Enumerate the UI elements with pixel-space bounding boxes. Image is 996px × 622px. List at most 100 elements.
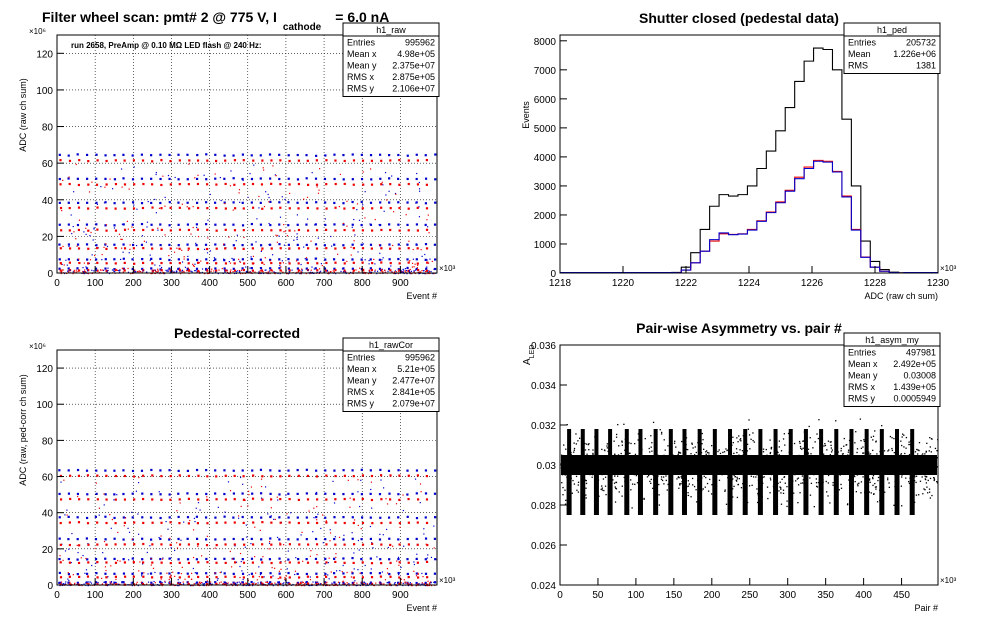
x-tick-label: 200 (703, 590, 720, 601)
baseline-point (116, 583, 118, 585)
asymmetry-point (597, 493, 599, 495)
asymmetry-point (650, 473, 653, 475)
data-point-on (250, 177, 254, 181)
data-point-on (232, 267, 235, 270)
data-point-off (242, 561, 246, 564)
data-point-on (323, 244, 327, 247)
data-point-off (261, 247, 264, 250)
asymmetry-point (933, 477, 935, 479)
asymmetry-point (887, 450, 889, 452)
asymmetry-point (746, 443, 749, 445)
asymmetry-point (819, 459, 821, 461)
data-point-on (379, 201, 382, 204)
asymmetry-point (657, 454, 659, 456)
asymmetry-point (771, 458, 773, 460)
asymmetry-point (678, 460, 680, 462)
data-point-on (296, 233, 298, 235)
data-point-on (381, 571, 384, 573)
baseline-point (167, 269, 169, 271)
data-point-on (67, 578, 69, 580)
asymmetry-point (723, 461, 726, 463)
asymmetry-point (797, 484, 800, 486)
asymmetry-point (631, 457, 633, 459)
asymmetry-point (784, 444, 786, 446)
data-point-on (242, 483, 244, 485)
asymmetry-point (936, 482, 939, 484)
asymmetry-point (827, 495, 829, 497)
stats-row-label: Mean y (347, 61, 377, 71)
data-point-on (313, 517, 315, 519)
asymmetry-point (727, 449, 729, 451)
data-point-off (201, 555, 203, 557)
data-point-off (114, 474, 117, 478)
asymmetry-point (907, 469, 909, 471)
data-point-off (288, 561, 291, 564)
baseline-point (121, 582, 123, 584)
data-point-off (206, 496, 208, 498)
asymmetry-point (646, 476, 649, 478)
asymmetry-point (783, 476, 785, 479)
data-point-off (192, 529, 195, 531)
data-point-off (169, 229, 172, 232)
data-point-on (212, 260, 215, 262)
data-point-off (132, 583, 135, 586)
data-point-on (415, 223, 419, 226)
asymmetry-point (777, 482, 779, 485)
stats-row-label: Entries (347, 38, 376, 48)
baseline-point (369, 583, 371, 585)
asymmetry-spike-down (818, 465, 824, 515)
data-point-off (335, 553, 337, 555)
data-point-off (164, 234, 166, 236)
asymmetry-point (736, 478, 739, 480)
data-point-on (241, 153, 244, 156)
asymmetry-point (908, 458, 910, 460)
asymmetry-point (624, 454, 626, 456)
asymmetry-point (873, 466, 876, 469)
stats-row-value: 1381 (916, 61, 936, 71)
data-point-off (110, 565, 112, 567)
asymmetry-point (780, 492, 782, 494)
data-point-on (133, 204, 135, 206)
asymmetry-point (901, 436, 903, 438)
data-point-on (397, 177, 400, 181)
asymmetry-point (730, 443, 732, 445)
baseline-point (257, 582, 259, 584)
asymmetry-point (607, 450, 609, 453)
baseline-point (360, 581, 363, 583)
data-point-off (105, 159, 108, 163)
baseline-point (82, 270, 84, 273)
data-point-on (424, 177, 428, 180)
data-point-off (389, 269, 392, 272)
baseline-point (328, 271, 330, 273)
stats-row-value: 2.375e+07 (392, 61, 435, 71)
asymmetry-point (792, 472, 794, 474)
asymmetry-point (723, 464, 726, 466)
data-point-on (356, 209, 358, 211)
data-point-off (176, 247, 178, 249)
data-point-off (325, 261, 328, 265)
data-point-off (270, 561, 273, 565)
asymmetry-point (671, 480, 673, 482)
asymmetry-point (757, 466, 760, 469)
data-point-on (174, 176, 176, 179)
data-point-off (172, 583, 174, 585)
baseline-point (291, 269, 293, 271)
asymmetry-spike-down (727, 465, 733, 515)
data-point-on (177, 201, 180, 204)
data-point-on (390, 265, 392, 267)
data-point-off (130, 272, 132, 275)
data-point-off (224, 583, 227, 586)
data-point-off (242, 159, 245, 162)
data-point-on (369, 492, 372, 496)
data-point-off (421, 269, 423, 272)
asymmetry-point (747, 473, 750, 475)
asymmetry-point (782, 462, 784, 465)
data-point-on (170, 557, 172, 559)
asymmetry-point (723, 469, 725, 471)
asymmetry-point (791, 480, 794, 482)
x-axis-label: Event # (406, 291, 437, 301)
asymmetry-point (666, 489, 668, 491)
data-point-on (206, 252, 209, 254)
data-point-on (402, 509, 404, 512)
data-point-off (242, 521, 245, 525)
